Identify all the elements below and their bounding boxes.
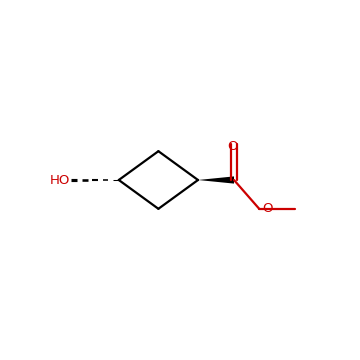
Text: HO: HO [50, 174, 70, 186]
Text: O: O [262, 202, 273, 215]
Polygon shape [198, 176, 234, 184]
Text: O: O [227, 140, 238, 153]
